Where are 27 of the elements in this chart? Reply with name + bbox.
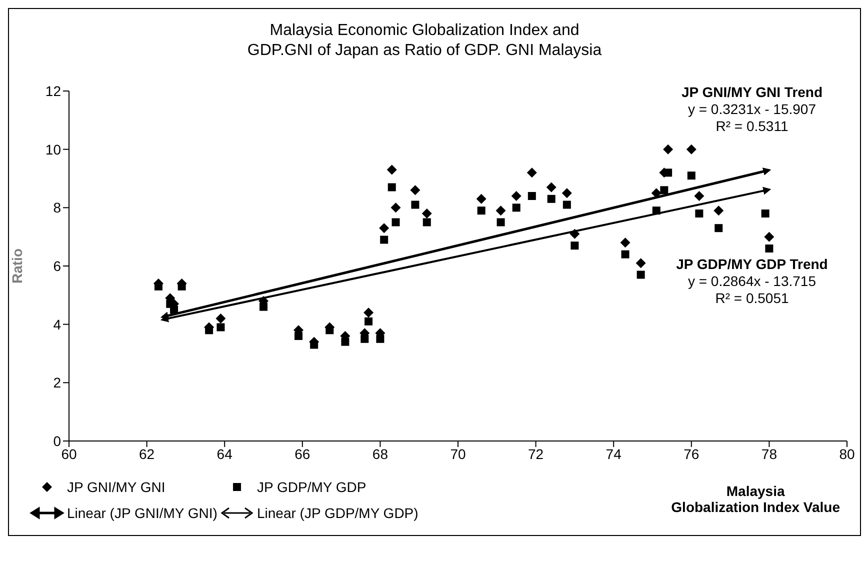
x-tick-label: 74 xyxy=(606,446,622,462)
legend-label: JP GNI/MY GNI xyxy=(67,479,166,495)
x-tick-label: 70 xyxy=(450,446,466,462)
x-tick-label: 64 xyxy=(216,446,233,462)
x-tick-label: 62 xyxy=(139,446,155,462)
y-tick-label: 12 xyxy=(45,82,62,99)
legend-label: JP GDP/MY GDP xyxy=(257,479,366,495)
y-tick-label: 8 xyxy=(53,200,62,216)
x-tick-label: 72 xyxy=(528,446,544,462)
x-tick-label: 78 xyxy=(761,446,778,462)
y-tick-label: 2 xyxy=(53,374,62,391)
y-tick-label: 0 xyxy=(53,432,62,449)
legend-label: Linear (JP GNI/MY GNI) xyxy=(67,505,218,521)
y-tick-label: 4 xyxy=(53,316,62,332)
annotation: JP GDP/MY GDP Trend y = 0.2864x - 13.715 R² = 0.5051 xyxy=(676,256,828,306)
x-tick-label: 66 xyxy=(294,446,310,462)
y-tick-label: 6 xyxy=(53,258,62,274)
chart-title: Malaysia Economic Globalization Index and GDP.GNI of Japan as Ratio of GDP. GNI Malaysia xyxy=(247,22,602,59)
x-tick-label: 76 xyxy=(684,446,700,462)
x-tick-label: 60 xyxy=(61,446,77,462)
x-tick-label: 68 xyxy=(372,446,388,462)
annotation: JP GNI/MY GNI Trend y = 0.3231x - 15.907 R² = 0.5311 xyxy=(681,84,823,134)
x-tick-label: 80 xyxy=(839,446,855,462)
y-tick-label: 10 xyxy=(45,141,62,158)
y-axis-title: Ratio xyxy=(8,248,25,284)
legend-label: Linear (JP GDP/MY GDP) xyxy=(257,505,418,521)
x-axis-title: Malaysia Globalization Index Value xyxy=(671,483,841,515)
